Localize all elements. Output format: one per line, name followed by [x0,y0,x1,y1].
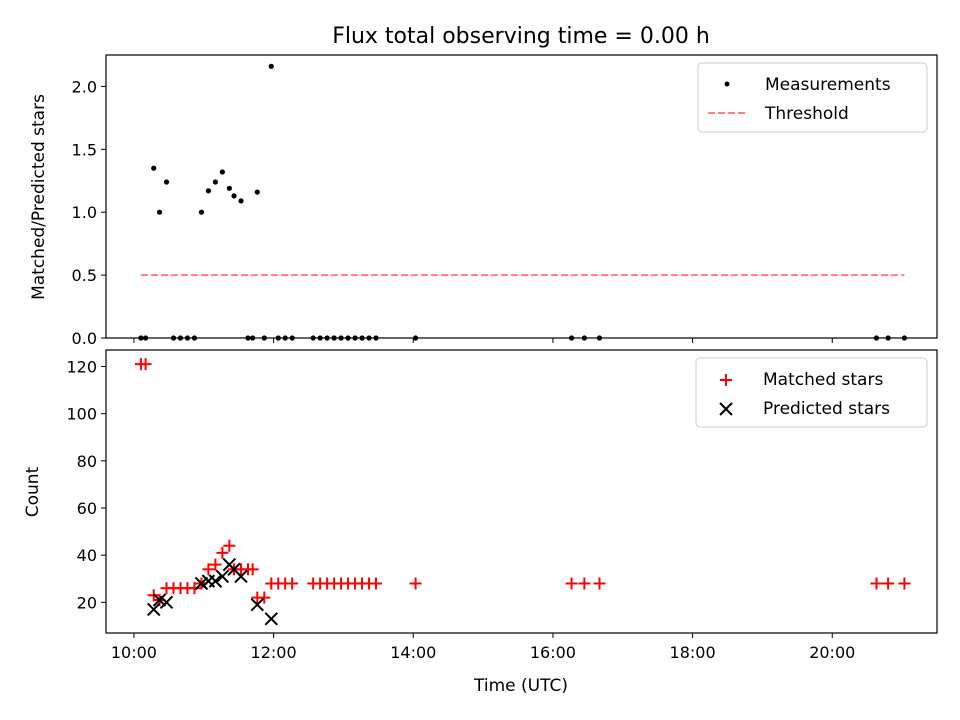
bottom-ytick-label: 60 [77,499,97,518]
xtick-label: 16:00 [530,643,576,662]
legend-predicted-label: Predicted stars [763,399,890,419]
legend-matched-marker [720,374,732,386]
top-y-ticks: 0.0 0.5 1.0 1.5 2.0 [72,77,106,348]
matched-star-point [258,591,271,604]
predicted-star-point [159,595,174,610]
bottom-data-marks [134,358,911,626]
matched-star-point [188,582,201,595]
predicted-star-point [234,569,248,584]
bottom-y-axis-label: Count [23,466,43,517]
x-axis-label: Time (UTC) [473,676,568,696]
xtick-label: 14:00 [390,643,436,662]
measurement-point [254,189,260,195]
matched-star-point [216,546,229,559]
measurement-point [238,198,244,204]
matched-star-point [593,577,606,590]
predicted-star-point [264,612,278,626]
measurement-point [226,185,232,191]
matched-star-point [409,577,422,590]
matched-star-point [209,558,222,571]
xtick-label: 18:00 [670,643,716,662]
bottom-legend-box [695,357,928,428]
top-legend-box [697,62,928,133]
chart-title: Flux total observing time = 0.00 h [332,24,710,49]
measurement-point [205,188,212,194]
bottom-legend: Matched stars Predicted stars [695,357,928,428]
matched-star-point [870,577,883,590]
matched-star-point [565,577,578,590]
legend-matched-label: Matched stars [763,370,883,390]
bottom-y-ticks: 20 40 60 80 100 120 [66,358,106,612]
legend-threshold-label: Threshold [764,104,849,124]
measurement-point [156,209,163,215]
measurement-point [163,179,170,185]
bottom-ytick-label: 120 [66,358,97,377]
bottom-ytick-label: 20 [77,593,97,612]
matched-star-point [286,577,299,590]
xtick-label: 12:00 [251,643,297,662]
bottom-x-ticks: 10:00 12:00 14:00 16:00 18:00 20:00 [111,633,855,662]
matched-star-point [898,577,911,590]
predicted-star-point [250,597,265,612]
top-ytick-label: 1.5 [72,140,97,159]
xtick-label: 20:00 [809,643,855,662]
top-x-ticks [133,338,833,343]
measurement-point [151,165,157,171]
top-y-axis-label: Matched/Predicted stars [29,94,49,300]
predicted-star-point [147,602,161,617]
matched-star-point [246,563,259,576]
matched-star-point [223,539,236,552]
bottom-ytick-label: 40 [77,546,97,565]
legend-measurements-label: Measurements [765,75,891,95]
top-axes-frame [105,54,938,339]
measurement-point [198,209,205,215]
bottom-axes-frame [105,349,938,634]
legend-predicted-marker [719,402,733,416]
matched-star-point [202,563,215,576]
top-ytick-label: 2.0 [72,77,97,96]
bottom-subplot: 20 40 60 80 100 120 10:00 12:00 14:00 16:00 18:00… [23,349,938,696]
predicted-star-point [215,569,230,584]
measurement-point [212,179,219,185]
matched-star-point [139,358,152,371]
bottom-ytick-label: 100 [66,405,97,424]
bottom-ytick-label: 80 [77,452,97,471]
predicted-star-point [208,574,223,588]
top-ytick-label: 1.0 [72,203,97,222]
top-subplot: 0.00.51.01.52.0 Matched/Predicted stars … [29,54,938,348]
measurement-point [219,169,225,175]
top-legend: Measurements Threshold [697,62,928,133]
measurement-point [268,63,274,69]
matched-star-point [882,577,895,590]
measurement-point [231,193,237,199]
legend-measurements-marker [724,81,730,87]
top-ytick-label: 0.0 [72,329,97,348]
top-ytick-label: 0.5 [72,266,97,285]
matched-star-point [578,577,591,590]
xtick-label: 10:00 [111,643,157,662]
matched-star-point [370,577,383,590]
